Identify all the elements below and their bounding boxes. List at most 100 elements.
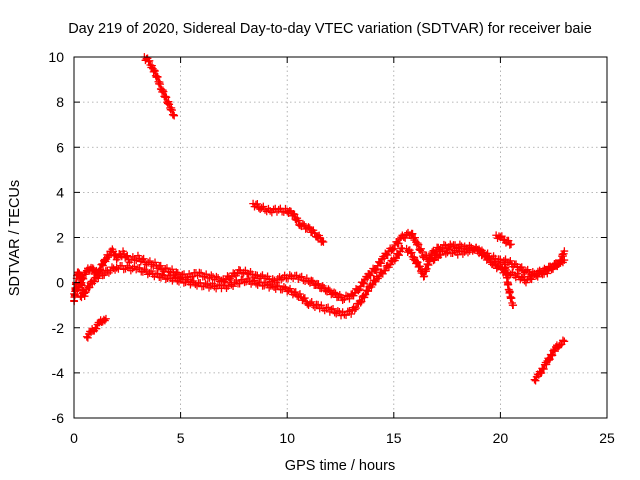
- y-tick-label: 4: [56, 184, 64, 200]
- plus-marker: [173, 268, 182, 277]
- plus-marker: [381, 266, 390, 275]
- plus-marker: [294, 216, 303, 225]
- plus-marker: [349, 291, 358, 300]
- x-axis-label: GPS time / hours: [285, 458, 395, 474]
- plus-marker: [399, 233, 408, 242]
- plus-marker: [134, 251, 142, 260]
- plus-marker: [350, 305, 359, 314]
- segment-arc-early: [82, 314, 110, 342]
- plus-marker: [401, 234, 410, 242]
- plus-marker: [151, 258, 159, 267]
- segment-arc-mid: [249, 199, 328, 246]
- y-tick-label: 8: [56, 94, 64, 110]
- plus-marker: [325, 286, 334, 295]
- plus-marker: [513, 269, 522, 278]
- y-tick-label: -6: [52, 410, 65, 426]
- plus-marker: [85, 283, 94, 292]
- y-tick-label: 6: [56, 139, 64, 155]
- x-tick-label: 20: [493, 430, 509, 446]
- plus-marker: [159, 87, 168, 96]
- x-tick-label: 15: [386, 430, 402, 446]
- plus-marker: [394, 239, 403, 248]
- y-tick-labels: -6 -4 -2 0 2 4 6 8 10: [48, 49, 64, 426]
- axis-ticks: [73, 56, 608, 419]
- plus-marker: [310, 229, 319, 237]
- y-tick-label: 10: [48, 49, 64, 65]
- plus-marker: [368, 280, 377, 289]
- plus-marker: [99, 261, 107, 270]
- plus-marker: [324, 285, 333, 293]
- plus-marker: [296, 290, 304, 298]
- plus-marker: [377, 259, 385, 268]
- y-tick-label: -2: [52, 320, 65, 336]
- plus-marker: [559, 336, 567, 345]
- plus-marker: [364, 287, 373, 296]
- plus-marker: [161, 92, 170, 101]
- plus-marker: [345, 294, 354, 303]
- plus-marker: [507, 240, 515, 249]
- plus-marker: [168, 106, 176, 114]
- x-tick-labels: 0 5 10 15 20 25: [70, 430, 615, 446]
- y-axis-label: SDTVAR / TECUs: [7, 180, 23, 296]
- plus-marker: [318, 237, 327, 245]
- plus-marker: [150, 66, 159, 75]
- plus-marker: [94, 274, 103, 283]
- plus-marker: [408, 229, 417, 238]
- plus-marker: [77, 293, 86, 302]
- plus-marker: [352, 304, 360, 313]
- plus-marker: [169, 110, 178, 119]
- plus-marker: [156, 261, 165, 270]
- segment-drop-20: [500, 260, 518, 310]
- plus-marker: [366, 271, 375, 280]
- plus-marker: [347, 310, 356, 318]
- segment-arc-twenty: [492, 231, 515, 249]
- chart-title: Day 219 of 2020, Sidereal Day-to-day VTE…: [68, 21, 592, 37]
- plus-marker: [138, 255, 147, 264]
- plus-marker: [123, 251, 132, 260]
- plus-marker: [557, 340, 566, 349]
- plus-marker: [522, 278, 530, 287]
- plus-marker: [308, 277, 317, 286]
- plus-marker: [414, 240, 423, 249]
- plus-marker: [416, 262, 424, 271]
- plus-marker: [549, 265, 557, 273]
- plus-marker: [330, 288, 338, 297]
- x-tick-label: 0: [70, 430, 78, 446]
- plus-marker: [162, 93, 171, 102]
- plus-marker: [375, 272, 384, 281]
- plus-marker: [380, 254, 389, 263]
- plus-marker: [168, 265, 176, 274]
- plus-marker: [545, 356, 553, 364]
- segment-hump-band: [402, 240, 569, 287]
- plus-marker: [548, 351, 557, 360]
- y-tick-label: 2: [56, 230, 64, 246]
- plus-marker: [253, 200, 262, 208]
- plus-marker: [540, 365, 548, 373]
- plus-marker: [497, 232, 506, 240]
- segment-lower-band: [76, 244, 407, 320]
- segment-arc-top: [140, 53, 179, 120]
- plus-marker: [527, 275, 536, 284]
- plus-marker: [506, 257, 515, 265]
- plus-marker: [92, 324, 101, 333]
- y-tick-label: 0: [56, 275, 64, 291]
- plus-marker: [417, 244, 425, 253]
- plus-marker: [90, 277, 99, 286]
- plus-marker: [356, 298, 365, 307]
- plus-marker: [298, 219, 307, 228]
- plus-marker: [151, 67, 159, 75]
- plus-marker: [158, 86, 167, 95]
- plus-marker: [388, 245, 397, 254]
- plus-marker: [490, 258, 499, 266]
- plus-marker: [148, 61, 156, 70]
- plus-marker: [485, 254, 494, 262]
- plus-marker: [291, 288, 300, 296]
- plus-marker: [531, 376, 540, 385]
- plus-marker: [223, 272, 232, 280]
- plus-marker: [383, 251, 392, 260]
- plus-marker: [357, 297, 366, 306]
- plus-marker: [320, 284, 329, 292]
- plus-marker: [285, 206, 294, 215]
- plus-marker: [82, 270, 90, 279]
- plus-marker: [102, 314, 110, 323]
